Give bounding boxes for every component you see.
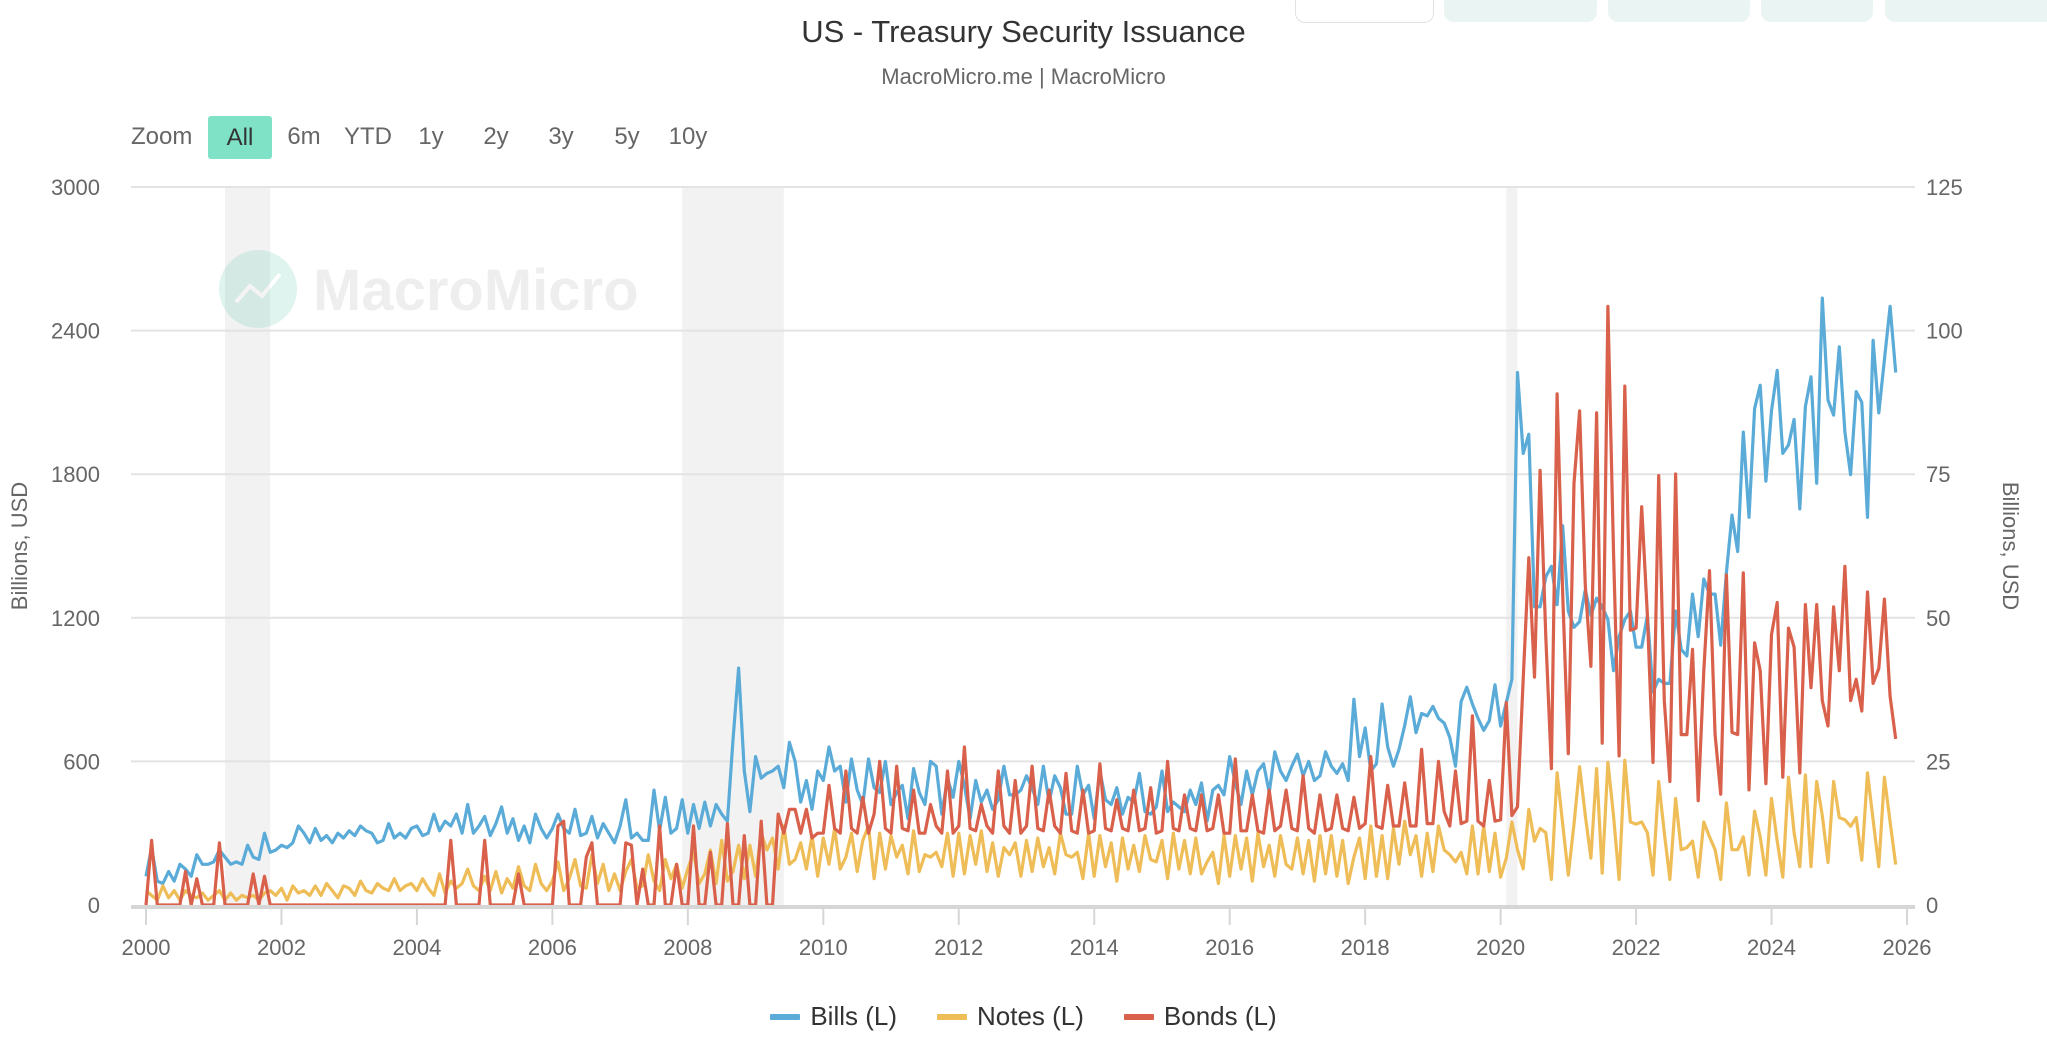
- series-line-notes: [144, 758, 1898, 902]
- toolbar-button[interactable]: [1608, 0, 1750, 22]
- zoom-label: Zoom: [131, 123, 193, 150]
- y-axis-title-left: Billions, USD: [7, 482, 32, 610]
- y-tick-label-right: 100: [1926, 319, 1963, 344]
- toolbar-button[interactable]: [1295, 0, 1434, 23]
- legend-item-bills[interactable]: Bills (L): [770, 1001, 897, 1032]
- zoom-1y-button[interactable]: 1y: [418, 123, 444, 150]
- zoom-10y-button[interactable]: 10y: [668, 123, 708, 150]
- chart-title: US - Treasury Security Issuance: [801, 14, 1246, 49]
- y-tick-label-right: 0: [1926, 893, 1938, 918]
- legend-item-notes[interactable]: Notes (L): [937, 1001, 1084, 1032]
- zoom-all-button[interactable]: All: [208, 116, 272, 159]
- series-line-bonds: [144, 304, 1898, 907]
- y-tick-label-right: 50: [1926, 606, 1950, 631]
- toolbar-button[interactable]: [1761, 0, 1873, 22]
- y-tick-label-left: 1800: [51, 462, 100, 487]
- x-tick-label: 2020: [1476, 935, 1525, 960]
- series-line-bills: [144, 296, 1898, 886]
- x-tick-label: 2024: [1747, 935, 1796, 960]
- y-tick-label-left: 3000: [51, 175, 100, 200]
- y-tick-label-left: 2400: [51, 319, 100, 344]
- x-tick-label: 2012: [934, 935, 983, 960]
- chart-subtitle: MacroMicro.me | MacroMicro: [881, 64, 1166, 89]
- recession-band: [225, 187, 271, 905]
- legend: Bills (L) Notes (L) Bonds (L): [0, 1001, 2047, 1032]
- legend-label: Notes (L): [977, 1001, 1084, 1031]
- x-tick-label: 2018: [1341, 935, 1390, 960]
- y-tick-label-right: 75: [1926, 462, 1950, 487]
- zoom-3y-button[interactable]: 3y: [548, 123, 574, 150]
- watermark-logo: MacroMicro: [219, 250, 639, 328]
- zoom-5y-button[interactable]: 5y: [614, 123, 640, 150]
- zoom-ytd-button[interactable]: YTD: [344, 123, 392, 150]
- x-tick-label: 2010: [799, 935, 848, 960]
- zoom-6m-button[interactable]: 6m: [287, 123, 321, 150]
- x-tick-label: 2002: [257, 935, 306, 960]
- legend-item-bonds[interactable]: Bonds (L): [1123, 1001, 1277, 1032]
- legend-swatch: [1123, 1013, 1154, 1020]
- zoom-2y-button[interactable]: 2y: [483, 123, 509, 150]
- x-tick-label: 2008: [663, 935, 712, 960]
- y-axis-title-right: Billions, USD: [1998, 482, 2023, 610]
- x-tick-label: 2006: [528, 935, 577, 960]
- x-tick-label: 2022: [1612, 935, 1661, 960]
- toolbar-button[interactable]: [1885, 0, 2047, 22]
- x-tick-label: 2004: [392, 935, 441, 960]
- watermark-text: MacroMicro: [313, 258, 639, 323]
- x-tick-label: 2014: [1070, 935, 1119, 960]
- y-tick-label-left: 600: [63, 749, 100, 774]
- y-tick-label-right: 25: [1926, 749, 1950, 774]
- recession-band: [1506, 187, 1518, 905]
- y-tick-label-right: 125: [1926, 175, 1963, 200]
- y-tick-label-left: 0: [88, 893, 100, 918]
- legend-label: Bonds (L): [1163, 1001, 1277, 1031]
- legend-label: Bills (L): [810, 1001, 897, 1031]
- x-tick-label: 2016: [1205, 935, 1254, 960]
- legend-swatch: [770, 1013, 801, 1020]
- y-tick-label-left: 1200: [51, 606, 100, 631]
- toolbar-button[interactable]: [1444, 0, 1597, 22]
- x-tick-label: 2026: [1883, 935, 1932, 960]
- x-tick-label: 2000: [122, 935, 171, 960]
- recession-band: [682, 187, 784, 905]
- legend-swatch: [937, 1013, 967, 1020]
